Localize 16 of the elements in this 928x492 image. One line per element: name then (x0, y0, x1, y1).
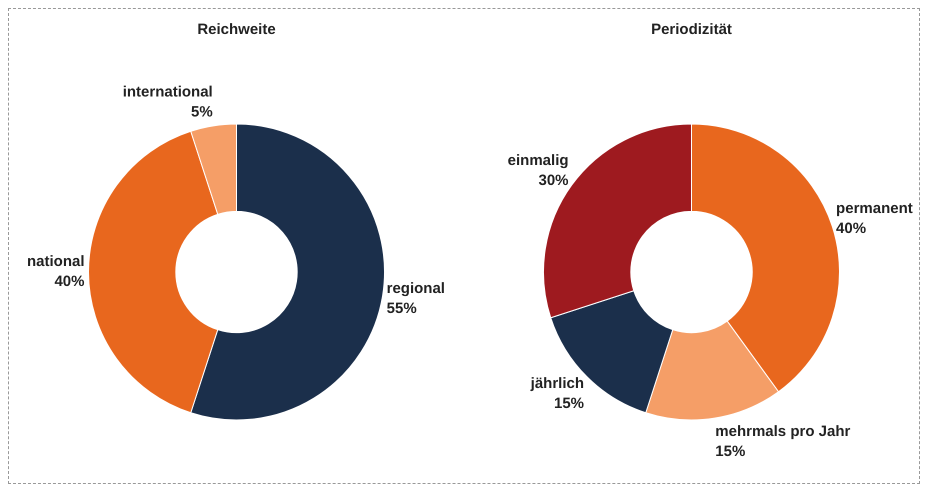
data-label: 15% (715, 443, 746, 460)
chart-title: Reichweite (197, 21, 276, 38)
slice-label: national (26, 253, 84, 270)
slice-label: regional (386, 280, 445, 298)
slice-label: einmalig (508, 152, 569, 170)
slice-label: permanent (836, 200, 913, 217)
data-label: 40% (54, 273, 84, 290)
slice-label: jährlich (530, 374, 584, 392)
data-label: 5% (191, 103, 213, 120)
data-label: 30% (538, 172, 569, 190)
slice-label: mehrmals pro Jahr (715, 423, 850, 440)
data-label: 40% (836, 220, 866, 237)
chart-title: Periodizität (651, 21, 732, 38)
slice-label: international (122, 83, 213, 100)
data-label: 55% (386, 300, 417, 318)
data-label: 15% (554, 394, 584, 412)
